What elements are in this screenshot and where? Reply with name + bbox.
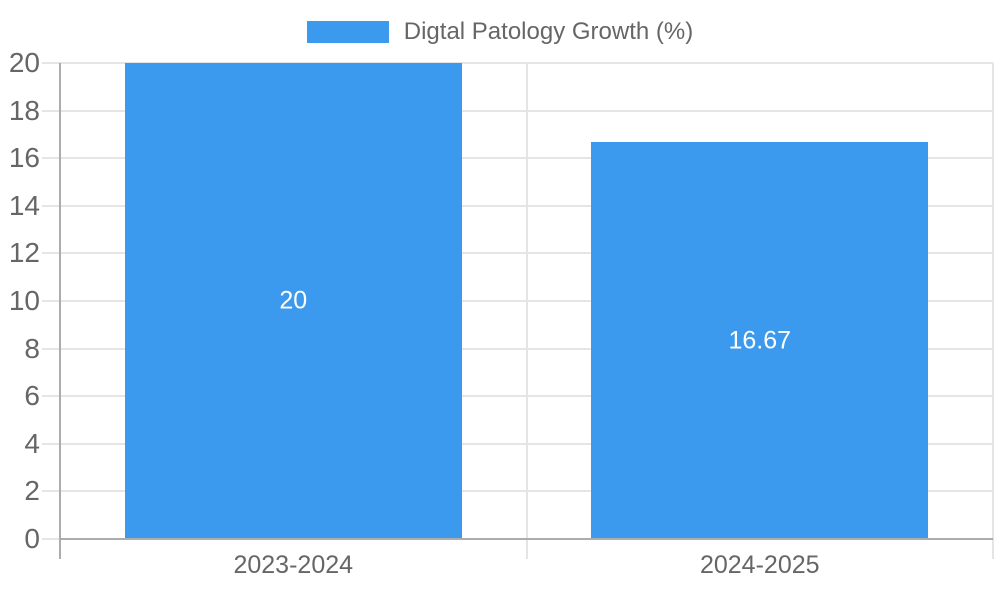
gridline-horizontal bbox=[42, 62, 993, 64]
gridline-horizontal bbox=[42, 347, 993, 350]
legend[interactable]: Digtal Patology Growth (%) bbox=[0, 18, 1000, 46]
gridline-horizontal bbox=[42, 490, 993, 493]
gridline-horizontal bbox=[42, 204, 993, 207]
bar-2024-2025: 16.67 bbox=[591, 142, 929, 539]
y-tick-label: 0 bbox=[24, 523, 40, 554]
gridline-vertical bbox=[992, 63, 994, 559]
x-axis-labels: 2023-2024 2024-2025 bbox=[60, 551, 993, 585]
gridline-horizontal bbox=[42, 442, 993, 445]
gridline-horizontal bbox=[42, 109, 993, 112]
y-tick-label: 2 bbox=[24, 475, 40, 507]
y-tick-label: 10 bbox=[8, 285, 40, 316]
gridline-vertical bbox=[525, 63, 528, 559]
gridline-horizontal bbox=[42, 252, 993, 255]
x-tick-label: 2023-2024 bbox=[233, 551, 354, 579]
gridline-horizontal bbox=[42, 395, 993, 398]
y-tick-label: 8 bbox=[24, 332, 40, 364]
legend-label: Digtal Patology Growth (%) bbox=[403, 18, 694, 45]
y-tick-label: 20 bbox=[8, 47, 40, 78]
plot-area: 20 16.67 bbox=[42, 62, 994, 559]
y-tick-label: 6 bbox=[24, 380, 40, 412]
gridline-horizontal bbox=[42, 157, 993, 160]
y-tick-label: 18 bbox=[8, 94, 40, 126]
y-tick-label: 16 bbox=[8, 142, 40, 174]
y-tick-label: 12 bbox=[8, 237, 40, 269]
bar-value-label: 20 bbox=[279, 286, 308, 315]
gridline-horizontal bbox=[42, 300, 993, 302]
y-tick-label: 14 bbox=[8, 189, 40, 221]
bar-2023-2024: 20 bbox=[124, 63, 462, 539]
x-tick-label: 2024-2025 bbox=[699, 551, 820, 579]
legend-swatch bbox=[306, 21, 389, 43]
y-axis-line bbox=[59, 63, 61, 559]
y-tick-label: 4 bbox=[24, 427, 40, 459]
y-axis-labels: 0 2 4 6 8 10 12 14 16 18 20 bbox=[0, 48, 40, 554]
bar-value-label: 16.67 bbox=[728, 326, 792, 355]
x-axis-line bbox=[60, 538, 993, 540]
